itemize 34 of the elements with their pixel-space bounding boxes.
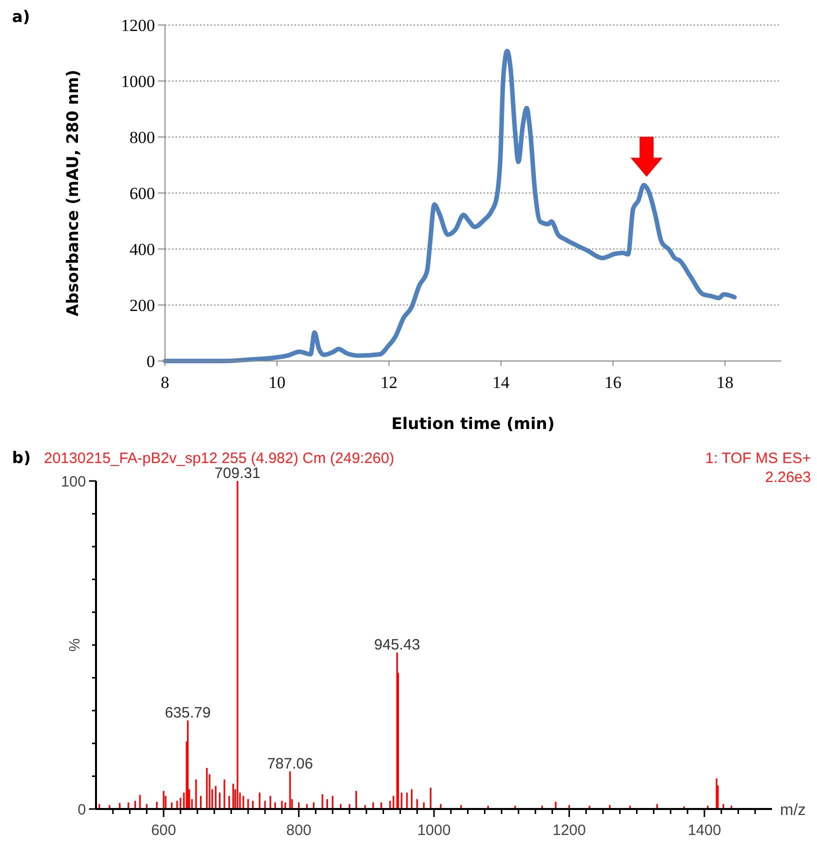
x-tick-label: 8 xyxy=(160,373,170,392)
x-axis-title: Elution time (min) xyxy=(391,414,555,433)
x-tick-label: 1400 xyxy=(688,822,722,839)
annotation: 709.31 xyxy=(214,465,260,482)
x-tick-label: 10 xyxy=(268,373,286,392)
x-tick-label: 1000 xyxy=(417,822,451,839)
y-tick-label: 400 xyxy=(130,240,155,259)
x-axis-title: m/z xyxy=(780,802,806,819)
y-tick-label: 1200 xyxy=(121,16,155,35)
y-tick-label: 0 xyxy=(146,352,155,371)
chart-subtitle: 20130215_FA-pB2v_sp12 255 (4.982) Cm (249:260) xyxy=(44,450,394,467)
y-tick-label: 600 xyxy=(130,184,155,203)
y-tick-label: 200 xyxy=(130,296,155,315)
x-tick-label: 600 xyxy=(151,822,176,839)
y-tick-label: 1000 xyxy=(121,72,155,91)
annotation: 2.26e3 xyxy=(765,469,811,486)
annotation: 945.43 xyxy=(374,636,420,654)
line-series xyxy=(162,48,737,364)
y-tick-label: 100 xyxy=(60,473,86,490)
y-axis-title: Absorbance (mAU, 280 nm) xyxy=(63,70,82,316)
x-tick-label: 16 xyxy=(604,373,622,392)
x-tick-label: 18 xyxy=(716,373,734,392)
text: 1: TOF MS ES+ xyxy=(705,450,812,467)
x-tick-label: 1200 xyxy=(552,822,586,839)
text: a) xyxy=(12,7,30,26)
y-tick-label: 800 xyxy=(130,128,155,147)
annotation: 787.06 xyxy=(267,755,313,772)
annotation: 635.79 xyxy=(164,704,211,722)
y-axis-title: % xyxy=(66,638,84,652)
x-tick-label: 12 xyxy=(380,373,398,392)
y-tick-label: 0 xyxy=(78,801,86,818)
chart-title: b) xyxy=(12,448,31,467)
x-tick-label: 14 xyxy=(492,373,510,392)
x-tick-label: 800 xyxy=(286,822,312,839)
